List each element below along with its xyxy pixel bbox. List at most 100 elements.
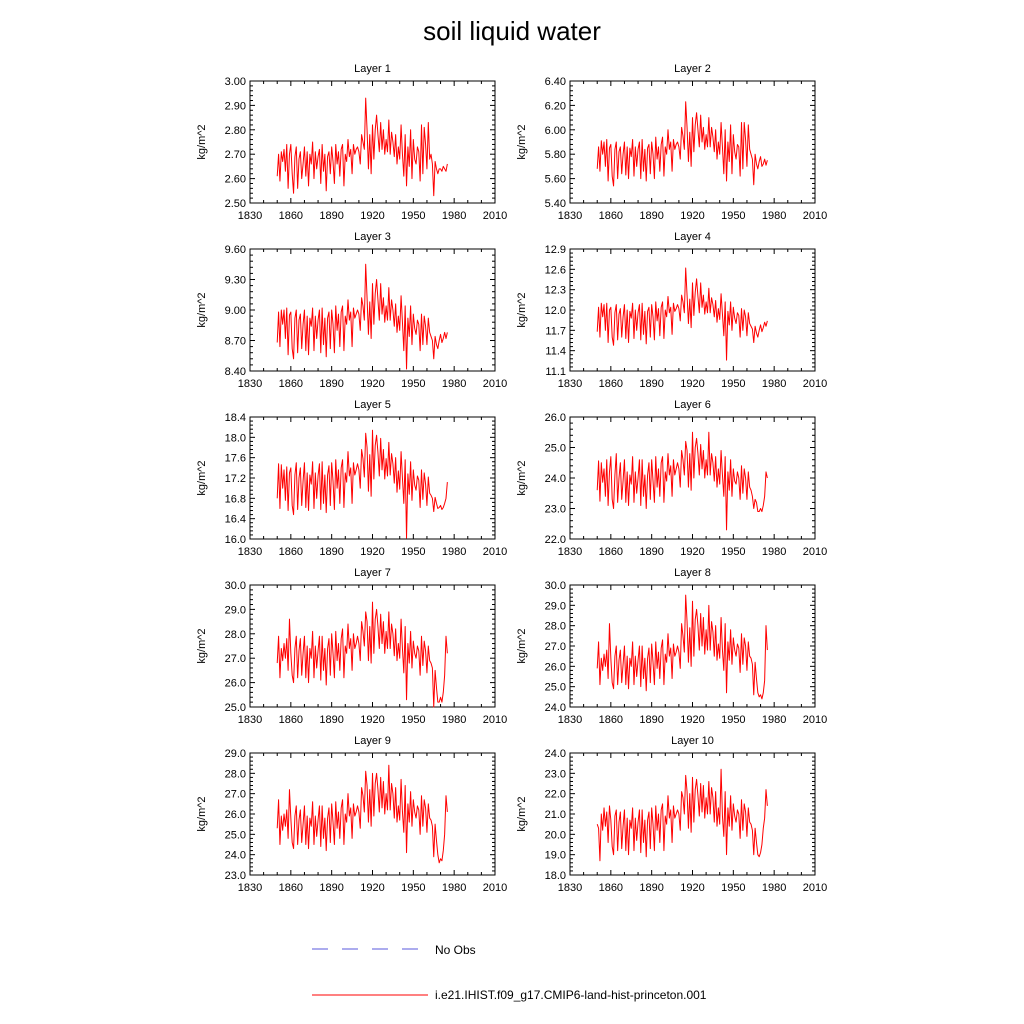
x-tick-label: 1890	[319, 714, 343, 726]
x-tick-label: 1860	[279, 210, 303, 222]
y-tick-label: 2.70	[225, 149, 246, 161]
y-tick-label: 2.90	[225, 100, 246, 112]
x-tick-label: 2010	[803, 546, 827, 558]
y-tick-label: 12.9	[545, 244, 566, 256]
y-tick-label: 6.40	[545, 76, 566, 88]
y-tick-label: 5.60	[545, 174, 566, 186]
x-tick-label: 1950	[401, 378, 425, 390]
y-tick-label: 19.0	[545, 850, 566, 862]
x-tick-label: 1830	[558, 378, 582, 390]
x-tick-label: 1860	[279, 378, 303, 390]
y-tick-label: 2.80	[225, 125, 246, 137]
y-tick-label: 28.0	[225, 629, 246, 641]
x-tick-label: 1860	[599, 882, 623, 894]
panel-title: Layer 5	[354, 399, 391, 411]
x-tick-label: 1890	[639, 882, 663, 894]
y-tick-label: 26.0	[545, 661, 566, 673]
x-tick-label: 2010	[483, 210, 507, 222]
y-tick-label: 29.0	[225, 748, 246, 760]
x-tick-label: 1890	[639, 714, 663, 726]
x-tick-label: 1920	[680, 546, 704, 558]
x-tick-label: 1950	[401, 882, 425, 894]
y-tick-label: 29.0	[225, 604, 246, 616]
x-tick-label: 1860	[279, 546, 303, 558]
x-tick-label: 1980	[442, 546, 466, 558]
x-tick-label: 1860	[599, 546, 623, 558]
y-axis-label: kg/m^2	[516, 124, 528, 159]
x-tick-label: 1950	[401, 210, 425, 222]
x-tick-label: 1830	[238, 714, 262, 726]
panel-2: Layer 2 kg/m^2 5.40 5.60 5.80 6.00 6.20 6.40 183…	[516, 63, 827, 222]
x-tick-label: 1950	[401, 714, 425, 726]
y-tick-label: 9.30	[225, 275, 246, 287]
y-axis-label: kg/m^2	[516, 796, 528, 831]
y-axis-label: kg/m^2	[516, 292, 528, 327]
panel-1: Layer 1 kg/m^2 2.50 2.60 2.70 2.80 2.90 3.00 183…	[196, 63, 507, 222]
x-tick-label: 1830	[238, 378, 262, 390]
y-tick-label: 12.0	[545, 305, 566, 317]
figure-title: soil liquid water	[423, 16, 601, 46]
panel-title: Layer 1	[354, 63, 391, 75]
x-tick-label: 1980	[442, 378, 466, 390]
x-tick-label: 1860	[599, 378, 623, 390]
series-line-1	[276, 601, 448, 708]
y-tick-label: 24.0	[545, 748, 566, 760]
x-tick-label: 1980	[442, 882, 466, 894]
panel-4: Layer 4 kg/m^2 11.1 11.4 11.7 12.0 12.3 12.6 12.…	[516, 231, 827, 390]
x-tick-label: 1950	[721, 210, 745, 222]
x-tick-label: 1860	[279, 714, 303, 726]
y-tick-label: 22.0	[545, 534, 566, 546]
series-line-1	[596, 594, 768, 700]
y-tick-label: 5.80	[545, 149, 566, 161]
y-tick-label: 23.0	[545, 768, 566, 780]
panel-title: Layer 2	[674, 63, 711, 75]
y-tick-label: 30.0	[545, 580, 566, 592]
y-tick-label: 27.0	[225, 789, 246, 801]
x-tick-label: 1980	[762, 546, 786, 558]
y-tick-label: 24.0	[545, 702, 566, 714]
y-tick-label: 3.00	[225, 76, 246, 88]
x-tick-label: 1980	[762, 378, 786, 390]
x-tick-label: 1980	[762, 210, 786, 222]
x-tick-label: 1920	[680, 210, 704, 222]
x-tick-label: 1920	[360, 378, 384, 390]
y-tick-label: 28.0	[225, 768, 246, 780]
x-tick-label: 1950	[721, 546, 745, 558]
panel-title: Layer 6	[674, 399, 711, 411]
y-tick-label: 23.0	[545, 504, 566, 516]
y-tick-label: 21.0	[545, 809, 566, 821]
x-tick-label: 1890	[639, 546, 663, 558]
y-axis-label: kg/m^2	[196, 124, 208, 159]
x-tick-label: 1950	[401, 546, 425, 558]
y-tick-label: 11.4	[545, 346, 566, 358]
y-axis-label: kg/m^2	[516, 460, 528, 495]
y-tick-label: 11.7	[545, 325, 566, 337]
y-tick-label: 9.00	[225, 305, 246, 317]
x-tick-label: 1890	[319, 546, 343, 558]
y-tick-label: 8.70	[225, 336, 246, 348]
x-tick-label: 1830	[238, 546, 262, 558]
x-tick-label: 1920	[680, 882, 704, 894]
x-tick-label: 1890	[319, 210, 343, 222]
panel-5: Layer 5 kg/m^2 16.0 16.4 16.8 17.2 17.6 18.0 18.…	[196, 399, 507, 558]
y-tick-label: 17.2	[225, 473, 246, 485]
x-tick-label: 1920	[360, 882, 384, 894]
y-tick-label: 8.40	[225, 366, 246, 378]
y-tick-label: 22.0	[545, 789, 566, 801]
y-tick-label: 5.40	[545, 198, 566, 210]
x-tick-label: 2010	[803, 210, 827, 222]
panel-title: Layer 4	[674, 231, 711, 243]
x-tick-label: 1830	[238, 882, 262, 894]
x-tick-label: 1920	[680, 714, 704, 726]
y-tick-label: 25.0	[225, 702, 246, 714]
y-tick-label: 24.0	[545, 473, 566, 485]
y-axis-label: kg/m^2	[196, 628, 208, 663]
y-tick-label: 16.0	[225, 534, 246, 546]
y-tick-label: 18.0	[545, 870, 566, 882]
x-tick-label: 1950	[721, 378, 745, 390]
y-tick-label: 29.0	[545, 600, 566, 612]
x-tick-label: 1890	[319, 378, 343, 390]
panel-title: Layer 9	[354, 735, 391, 747]
y-tick-label: 28.0	[545, 621, 566, 633]
panel-6: Layer 6 kg/m^2 22.0 23.0 24.0 25.0 26.0 1830 186…	[516, 399, 827, 558]
